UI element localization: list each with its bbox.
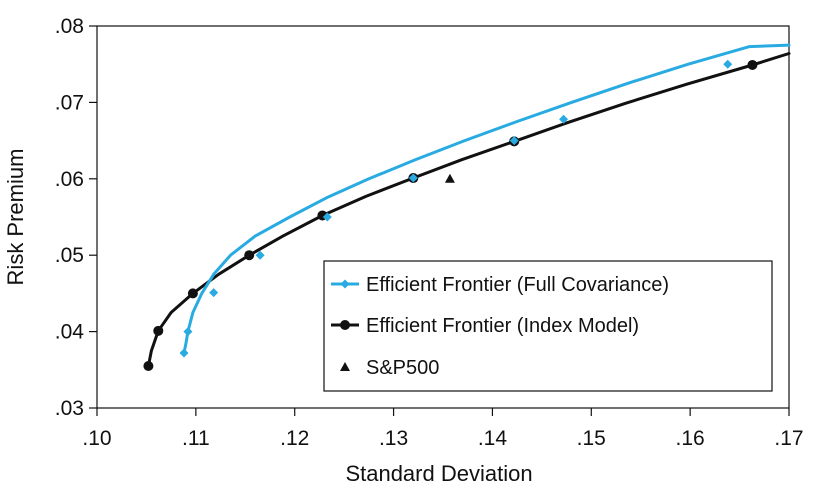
legend-marker-full-covariance <box>340 279 350 289</box>
x-tick-label: .11 <box>182 427 210 450</box>
full-covariance-point <box>509 136 519 146</box>
index-model-point <box>187 288 198 299</box>
full-covariance-point <box>723 59 733 69</box>
y-tick-label: .08 <box>55 15 84 38</box>
axes: .10 .11 .12 .13 .14 .15 .16 .17 .03 .04 .05 .06 .07.… <box>3 15 804 486</box>
index-model-point <box>143 360 154 371</box>
x-tick-label: .10 <box>82 427 111 450</box>
full-covariance-point <box>559 114 569 124</box>
index-model-point <box>747 59 758 70</box>
legend-marker-index-model <box>340 320 350 330</box>
sp500-point <box>444 173 455 183</box>
full-covariance-point <box>408 173 418 183</box>
y-axis-title: Risk Premium <box>3 149 28 286</box>
y-tick-label: .05 <box>55 244 84 267</box>
legend-marker-sp500 <box>340 362 350 371</box>
full-covariance-point <box>255 250 265 260</box>
y-tick-label: .07 <box>55 91 84 114</box>
x-tick-label: .15 <box>577 427 606 450</box>
full-covariance-point <box>322 212 332 222</box>
x-axis-title: Standard Deviation <box>345 461 532 486</box>
legend-label-full-covariance: Efficient Frontier (Full Covariance) <box>366 274 669 296</box>
full-covariance-point <box>209 288 219 298</box>
x-tick-label: .17 <box>774 427 803 450</box>
x-tick-label: .14 <box>478 427 508 450</box>
full-covariance-point <box>179 348 189 358</box>
index-model-point <box>153 325 164 336</box>
x-tick-label: .12 <box>280 427 309 450</box>
series-line-index-model <box>146 52 791 368</box>
x-tick-label: .16 <box>676 427 705 450</box>
series-lines <box>146 43 791 368</box>
series-line-full-covariance <box>182 43 791 355</box>
y-tick-label: .04 <box>55 321 85 344</box>
legend-box <box>323 260 773 392</box>
x-tick-label: .13 <box>379 427 408 450</box>
y-tick-label: .06 <box>55 168 84 191</box>
legend: Efficient Frontier (Full Covariance) Effi… <box>323 260 773 392</box>
y-tick-label: .03 <box>55 397 84 420</box>
index-model-point <box>244 250 255 261</box>
plot-frame <box>96 25 790 409</box>
full-covariance-point <box>183 327 193 337</box>
legend-label-index-model: Efficient Frontier (Index Model) <box>366 315 639 337</box>
legend-label-sp500: S&P500 <box>366 357 439 379</box>
series-markers <box>143 59 758 371</box>
